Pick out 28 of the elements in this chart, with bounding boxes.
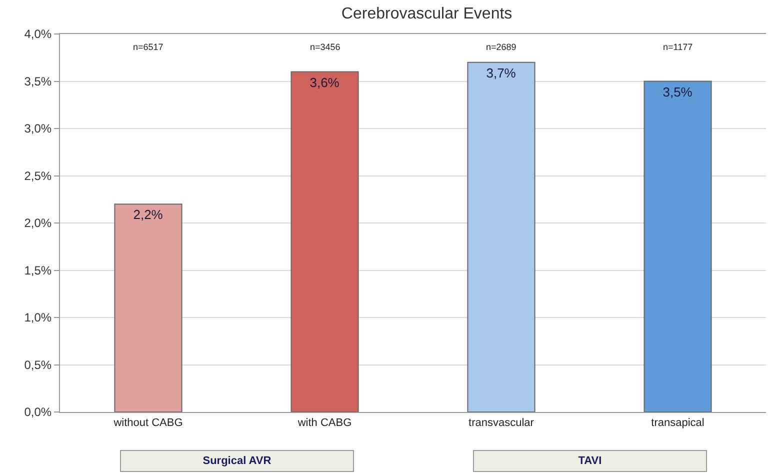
annotation: n=2689: [486, 42, 516, 52]
y-tick-label: 1,5%: [24, 263, 52, 278]
y-tick-label: 3,0%: [24, 122, 52, 136]
y-tick-label: 2,0%: [24, 216, 52, 230]
x-tick-label: transvascular: [468, 417, 534, 430]
y-tick-label: 1,0%: [24, 310, 52, 325]
chart-title: Cerebrovascular Events: [341, 5, 512, 22]
data-label: 3,5%: [662, 84, 693, 100]
y-tick-label: 4,0%: [24, 27, 52, 42]
annotation: n=1177: [663, 42, 693, 52]
y-tick-label: 3,5%: [24, 74, 52, 88]
bar: [114, 204, 182, 412]
text: TAVI: [578, 455, 602, 467]
bar: [290, 71, 359, 412]
y-tick-label: 2,5%: [24, 168, 52, 183]
y-tick-label: 0,5%: [24, 358, 52, 372]
annotation: n=3456: [310, 42, 340, 52]
y-tick-label: 0,0%: [24, 405, 52, 420]
data-label: 2,2%: [133, 207, 164, 222]
annotation: n=6517: [133, 42, 164, 52]
text: Surgical AVR: [202, 455, 272, 467]
data-label: 3,6%: [310, 74, 340, 90]
bar: [467, 62, 536, 412]
x-tick-label: transapical: [651, 417, 704, 430]
x-tick-label: with CABG: [296, 417, 352, 430]
x-tick-label: without CABG: [112, 417, 183, 430]
bar: [644, 80, 712, 412]
data-label: 3,7%: [486, 65, 516, 80]
